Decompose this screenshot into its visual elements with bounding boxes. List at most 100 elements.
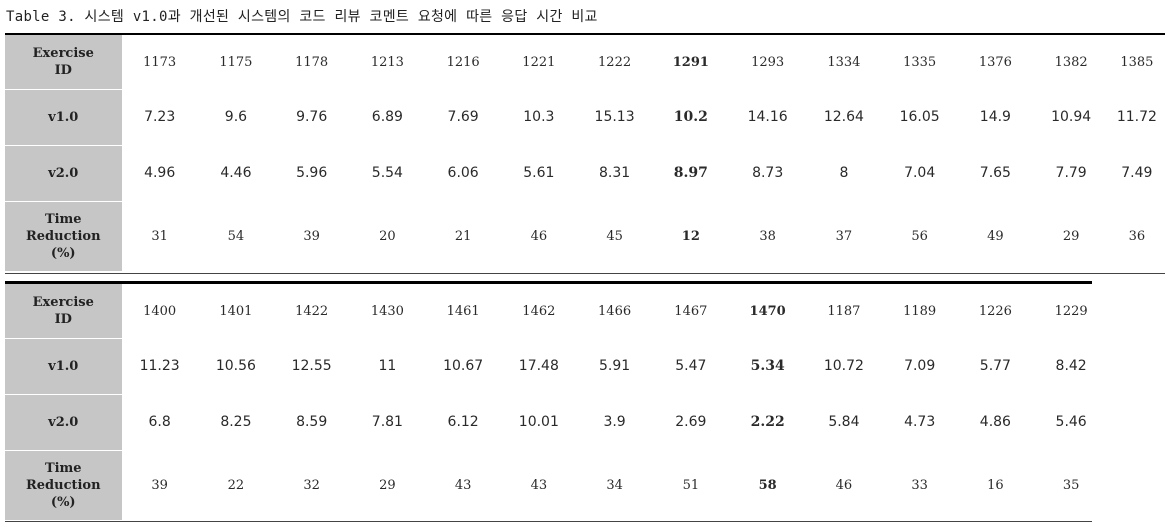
table-cell: 5.91 [599,358,631,374]
table-cell: 17.48 [518,358,559,374]
table-cell: 1461 [446,303,480,319]
table-cell: 1470 [749,303,786,319]
table-row-exercise-id: Exercise ID 1400 1401 1422 1430 1461 1462 1466 14… [5,284,1165,338]
empty-cell [1109,338,1165,394]
table-row-time-reduction: Time Reduction (%) 31 54 39 20 21 46 45 12 38 37 56 49… [5,200,1165,271]
block1-top-rule [5,33,1165,35]
block2-top-rule [5,281,1092,284]
table-cell: 1385 [1120,54,1154,70]
block-separator-rule [5,273,1165,274]
table-cell: 12.55 [291,358,332,374]
table-cell: 51 [682,477,700,493]
table-cell: 35 [1062,477,1080,493]
row-label-line: Exercise [32,45,94,61]
table-cell: 38 [759,228,776,244]
table-cell: 43 [530,477,548,493]
table-cell: 49 [987,228,1004,244]
table-cell: 9.6 [224,109,248,125]
row-label-text: v1.0 [48,109,79,125]
empty-cell [1109,450,1165,520]
table-cell: 5.96 [296,165,328,181]
table-cell: 7.23 [144,109,176,125]
row-header-v1: v1.0 [5,337,122,394]
table-cell: 1213 [370,54,404,70]
table-cell: 1466 [598,303,632,319]
table-cell: 5.84 [828,414,860,430]
table-cell: 29 [1062,228,1080,244]
table-cell: 5.54 [371,165,403,181]
table-cell: 5.77 [979,358,1011,374]
table-cell: 7.69 [447,109,479,125]
table-cell: 10.56 [215,358,256,374]
table-cell: 10.3 [523,109,555,125]
row-header-time-reduction: Time Reduction (%) [5,449,122,520]
table-cell: 1293 [751,54,785,70]
table-row-v2: v2.0 4.96 4.46 5.96 5.54 6.06 5.61 8.31 8.97 8.73… [5,144,1165,201]
table-cell: 4.73 [904,414,936,430]
table-cell: 20 [379,228,396,244]
table-cell: 11.23 [139,358,180,374]
table-cell: 2.22 [750,414,785,430]
table-row-exercise-id: Exercise ID 1173 1175 1178 1213 1216 1221 1222 12… [5,35,1165,89]
row-label-line: Reduction [25,477,101,493]
table-cell: 1175 [219,54,253,70]
row-label-line: Time [44,211,82,227]
table-cell: 11 [378,358,397,374]
table-cell: 39 [151,477,168,493]
row-label-text: v2.0 [48,165,79,181]
table-cell: 37 [835,228,853,244]
table-cell: 33 [911,477,928,493]
table-cell: 12 [681,228,700,244]
table-cell: 14.16 [747,109,788,125]
table-row-time-reduction: Time Reduction (%) 39 22 32 29 43 43 34 51 58 46 33 16… [5,449,1165,520]
table-row-v1: v1.0 11.23 10.56 12.55 11 10.67 17.48 5.91 5.47 5… [5,337,1165,394]
table-cell: 43 [454,477,472,493]
table-cell: 1178 [295,54,329,70]
table-cell: 1291 [672,54,709,70]
table-cell: 1189 [903,303,937,319]
empty-cell [1109,284,1165,338]
table-cell: 7.04 [904,165,936,181]
table-cell: 46 [835,477,853,493]
table-cell: 1382 [1054,54,1088,70]
table-cell: 10.2 [673,109,708,125]
table-cell: 8.42 [1055,358,1087,374]
table-cell: 8.73 [752,165,784,181]
row-header-exercise-id: Exercise ID [5,35,122,89]
table-cell: 7.65 [979,165,1011,181]
table-cell: 32 [303,477,320,493]
row-header-exercise-id: Exercise ID [5,284,122,338]
table-cell: 7.09 [904,358,936,374]
table-cell: 5.46 [1055,414,1087,430]
table-cell: 46 [530,228,548,244]
table-cell: 1173 [143,54,177,70]
table-cell: 22 [227,477,245,493]
table-cell: 14.9 [979,109,1011,125]
table-cell: 58 [758,477,777,493]
row-header-v2: v2.0 [5,144,122,201]
empty-cell [1109,394,1165,450]
table-cell: 1467 [674,303,708,319]
table-cell: 5.47 [675,358,707,374]
row-header-v2: v2.0 [5,393,122,450]
row-label-line: (%) [50,494,76,510]
table-cell: 1229 [1054,303,1088,319]
table-cell: 1400 [143,303,177,319]
table-cell: 1334 [827,54,861,70]
table-cell: 1226 [978,303,1012,319]
table-row-v2: v2.0 6.8 8.25 8.59 7.81 6.12 10.01 3.9 2.69 2.22 5… [5,393,1165,450]
table-cell: 2.69 [675,414,707,430]
table-cell: 4.46 [220,165,252,181]
table-cell: 6.89 [371,109,403,125]
table-row-v1: v1.0 7.23 9.6 9.76 6.89 7.69 10.3 15.13 10.2 14.1… [5,88,1165,145]
table-cell: 8.97 [673,165,708,181]
table-cell: 1401 [219,303,253,319]
table-cell: 15.13 [594,109,635,125]
block2-bottom-rule [5,521,1092,522]
table-cell: 8.59 [296,414,328,430]
row-header-time-reduction: Time Reduction (%) [5,200,122,271]
table-cell: 12.64 [823,109,864,125]
row-label-line: Exercise [32,294,94,310]
table-cell: 34 [606,477,623,493]
table-cell: 5.61 [523,165,555,181]
